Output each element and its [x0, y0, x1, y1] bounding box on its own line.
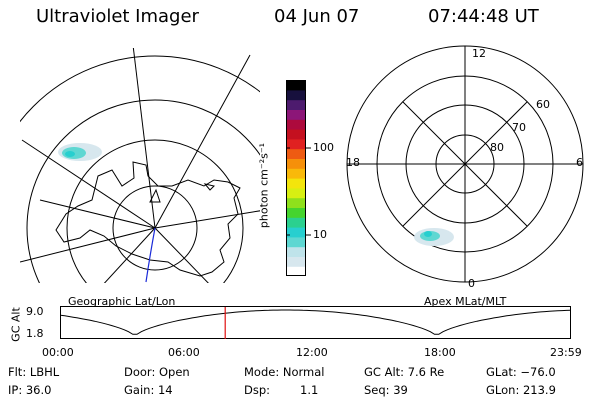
aurora-patch-left	[58, 143, 102, 161]
colorbar-swatch	[286, 138, 306, 150]
timeline-x-tick-1200: 12:00	[296, 346, 328, 359]
left-map-caption: Geographic Lat/Lon	[68, 295, 176, 308]
colorbar-swatch	[286, 217, 306, 228]
geographic-map	[20, 48, 260, 283]
filter-status: Flt: LBHL	[8, 365, 60, 379]
colorbar-swatch	[286, 178, 306, 189]
mode-status: Mode: Normal	[244, 365, 325, 379]
colorbar	[286, 80, 306, 277]
date-label: 04 Jun 07	[274, 6, 360, 27]
dsp-label: Dsp:	[244, 383, 271, 397]
door-status: Door: Open	[124, 365, 190, 379]
colorbar-swatch	[286, 89, 306, 101]
gc-alt-status: GC Alt: 7.6 Re	[364, 365, 445, 379]
time-label: 07:44:48 UT	[428, 6, 539, 27]
colorbar-ticks	[286, 147, 311, 236]
colorbar-tick-10: 10	[313, 228, 327, 241]
mlt-label-18: 18	[346, 156, 360, 169]
colorbar-swatch	[286, 80, 306, 91]
timeline-x-tick-0000: 00:00	[42, 346, 74, 359]
timeline-y-tick-max: 9.0	[26, 305, 44, 318]
timeline-y-tick-min: 1.8	[26, 327, 44, 340]
timeline-y-label: GC Alt	[9, 307, 23, 342]
colorbar-unit-label: photon cm⁻²s⁻¹	[257, 142, 271, 229]
timeline-x-tick-2359: 23:59	[550, 346, 582, 359]
timeline-plot	[60, 306, 571, 339]
colorbar-swatch	[286, 158, 306, 169]
colorbar-swatch	[286, 256, 306, 267]
colorbar-swatch	[286, 109, 306, 120]
mlt-label-6: 6	[576, 156, 583, 169]
colorbar-swatch	[286, 168, 306, 179]
colorbar-swatch	[286, 119, 306, 130]
colorbar-swatch	[286, 187, 306, 199]
seq-status: Seq: 39	[364, 383, 408, 397]
glon-status: GLon: 213.9	[486, 383, 556, 397]
magnetic-polar-plot	[346, 45, 584, 283]
dsp-value: 1.1	[300, 383, 319, 397]
glat-status: GLat: −76.0	[486, 365, 556, 379]
right-map-caption: Apex MLat/MLT	[424, 295, 507, 308]
timeline-x-tick-0600: 06:00	[168, 346, 200, 359]
colorbar-swatch	[286, 266, 306, 277]
mlat-label-60: 60	[536, 98, 550, 111]
colorbar-swatch	[286, 246, 306, 257]
colorbar-swatch	[286, 148, 306, 159]
altitude-curve	[60, 309, 571, 335]
aurora-patch-right	[414, 228, 454, 246]
mlt-label-12: 12	[472, 47, 486, 60]
orbit-track	[145, 227, 156, 283]
colorbar-swatch	[286, 207, 306, 218]
colorbar-tick-100: 100	[313, 141, 334, 154]
ip-status: IP: 36.0	[8, 383, 52, 397]
mlt-label-0: 0	[468, 277, 475, 290]
colorbar-swatch	[286, 227, 306, 238]
colorbar-swatch	[286, 197, 306, 208]
colorbar-swatch	[286, 99, 306, 110]
mlat-label-80: 80	[490, 141, 504, 154]
timeline-x-tick-1800: 18:00	[424, 346, 456, 359]
gain-status: Gain: 14	[124, 383, 173, 397]
app-title: Ultraviolet Imager	[36, 6, 199, 27]
colorbar-border	[286, 80, 306, 276]
colorbar-swatch	[286, 236, 306, 248]
mlat-label-70: 70	[512, 121, 526, 134]
colorbar-swatch	[286, 129, 306, 140]
